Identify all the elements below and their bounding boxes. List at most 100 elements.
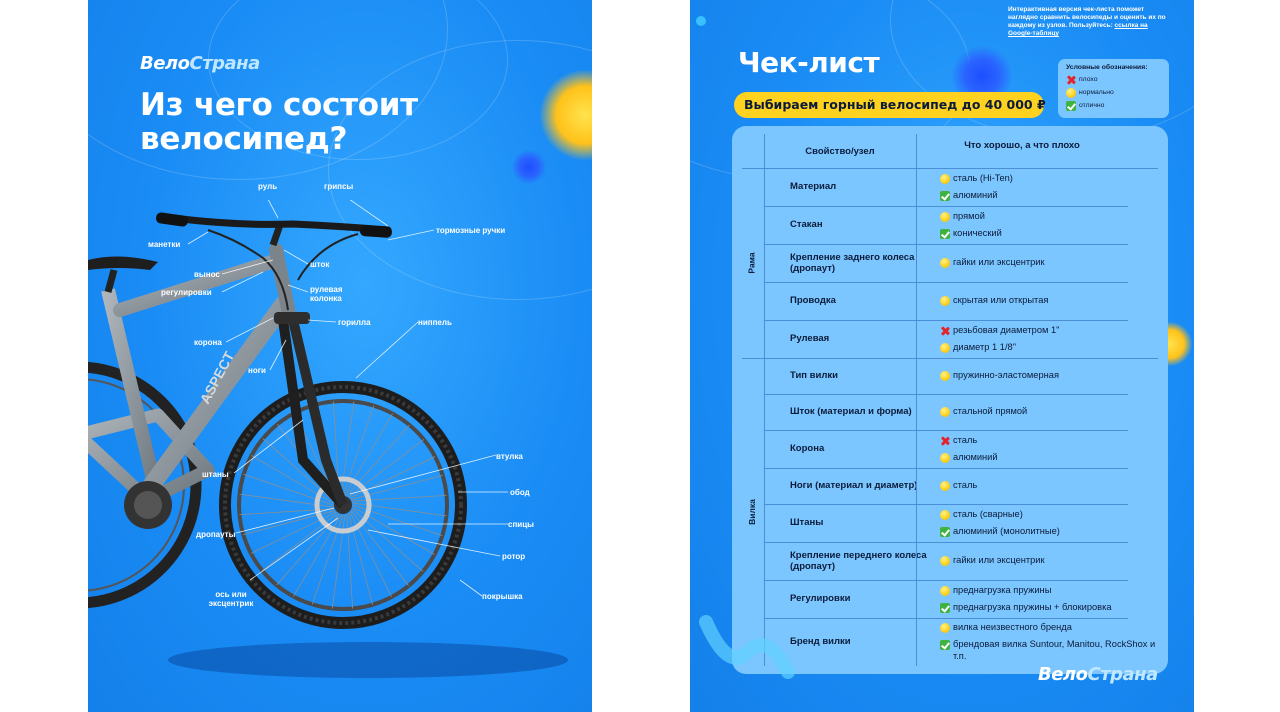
property-cell: Материал — [790, 181, 837, 193]
bike-illustration: ASPECT — [88, 200, 568, 678]
yellow-dot-icon — [940, 622, 950, 633]
label-spitsy: спицы — [508, 520, 534, 529]
label-shtok: шток — [310, 260, 330, 269]
label-obod: обод — [510, 488, 530, 497]
yellow-dot-icon — [940, 371, 950, 382]
quality-item: преднагрузка пружины — [940, 585, 1168, 597]
quality-cell: преднагрузка пружины преднагрузка пружины… — [940, 580, 1168, 618]
rotor — [314, 476, 372, 534]
bike-anatomy-page: ВелоСтрана Из чего состоит велосипед? — [88, 0, 592, 712]
yellow-dot-icon — [940, 343, 950, 353]
label-nogi: ноги — [248, 366, 266, 375]
label-rulevaya-kolonka: рулевая колонка — [310, 285, 343, 303]
check-icon — [940, 603, 950, 613]
quality-item: скрытая или открытая — [940, 295, 1168, 307]
quality-cell: скрытая или открытая — [940, 282, 1168, 320]
yellow-dot-icon — [940, 509, 950, 520]
check-icon — [1066, 101, 1076, 111]
check-icon — [940, 229, 950, 239]
label-nippel: ниппель — [418, 318, 452, 327]
yellow-dot-icon — [940, 258, 950, 269]
legend-item-good: отлично — [1066, 99, 1161, 112]
label-manetki: манетки — [148, 240, 181, 249]
property-cell: Ноги (материал и диаметр) — [790, 480, 918, 492]
property-cell: Тип вилки — [790, 370, 838, 382]
checklist-page: Интерактивная версия чек-листа поможет н… — [690, 0, 1194, 712]
label-korona: корона — [194, 338, 222, 347]
cross-icon — [940, 326, 950, 336]
property-cell: Проводка — [790, 295, 836, 307]
quality-item: алюминий (монолитные) — [940, 526, 1168, 538]
property-cell: Шток (материал и форма) — [790, 406, 912, 418]
divider — [764, 244, 1128, 245]
divider — [764, 468, 1128, 469]
quality-item: преднагрузка пружины + блокировка — [940, 602, 1168, 614]
velostrana-logo: ВелоСтрана — [140, 53, 260, 74]
label-os-ili-ekstsentrik: ось или эксцентрик — [208, 590, 254, 608]
property-cell: Бренд вилки — [790, 636, 851, 648]
quality-cell: сталь (Hi-Ten) алюминий — [940, 168, 1168, 206]
quality-item: вилка неизвестного бренда — [940, 622, 1168, 634]
divider — [742, 358, 1158, 359]
label-pokryshka: покрышка — [482, 592, 523, 601]
yellow-dot-icon — [940, 481, 950, 492]
divider — [764, 504, 1128, 505]
yellow-dot-icon — [940, 407, 950, 418]
quality-item: конический — [940, 228, 1168, 240]
quality-item: сталь (сварные) — [940, 509, 1168, 521]
divider — [764, 206, 1128, 207]
quality-item: сталь — [940, 435, 1168, 447]
yellow-dot-icon — [1066, 88, 1076, 98]
quality-item: сталь — [940, 480, 1168, 492]
yellow-dot-icon — [940, 453, 950, 463]
label-rotor: ротор — [502, 552, 526, 561]
legend: Условные обозначения: плохо нормально от… — [1058, 59, 1169, 118]
legend-item-normal: нормально — [1066, 86, 1161, 99]
quality-item: алюминий — [940, 452, 1168, 464]
label-tormoznye-ruchki: тормозные ручки — [436, 226, 506, 235]
divider — [764, 430, 1128, 431]
quality-cell: сталь (сварные) алюминий (монолитные) — [940, 504, 1168, 542]
property-cell: Регулировки — [790, 593, 851, 605]
cross-icon — [1066, 75, 1076, 85]
quality-cell: прямой конический — [940, 206, 1168, 244]
check-icon — [940, 191, 950, 201]
yellow-dot-icon — [940, 556, 950, 567]
quality-cell: пружинно-эластомерная — [940, 358, 1168, 394]
decor-blue-blob — [512, 150, 546, 184]
decor-dot — [696, 16, 706, 26]
label-vtulka: втулка — [496, 452, 523, 461]
label-rul: руль — [258, 182, 278, 191]
quality-cell: гайки или эксцентрик — [940, 244, 1168, 282]
quality-item: прямой — [940, 211, 1168, 223]
header-quality: Что хорошо, а что плохо — [964, 140, 1080, 151]
group-label: Рама — [747, 252, 758, 274]
interactive-version-note: Интерактивная версия чек-листа поможет н… — [1008, 6, 1166, 37]
check-icon — [940, 527, 950, 537]
label-shtany: штаны — [202, 470, 229, 479]
handlebar — [155, 212, 392, 311]
divider — [764, 618, 1128, 619]
property-cell: Корона — [790, 443, 825, 455]
quality-cell: сталь — [940, 468, 1168, 504]
google-sheet-link[interactable]: ссылка на Google-таблицу — [1008, 22, 1148, 37]
quality-item: гайки или эксцентрик — [940, 555, 1168, 567]
page-title: Из чего состоит велосипед? — [140, 87, 418, 157]
quality-item: диаметр 1 1/8" — [940, 342, 1168, 354]
page-title: Чек-лист — [738, 46, 880, 79]
quality-item: сталь (Hi-Ten) — [940, 173, 1168, 185]
yellow-dot-icon — [940, 585, 950, 596]
header-property: Свойство/узел — [805, 146, 875, 157]
property-cell: Крепление переднего колеса (дропаут) — [790, 549, 927, 573]
quality-cell: гайки или эксцентрик — [940, 542, 1168, 580]
label-gorilla: горилла — [338, 318, 371, 327]
quality-item: пружинно-эластомерная — [940, 370, 1168, 382]
divider — [764, 542, 1128, 543]
divider — [764, 320, 1128, 321]
quality-item: стальной прямой — [940, 406, 1168, 418]
yellow-dot-icon — [940, 211, 950, 222]
quality-cell: сталь алюминий — [940, 430, 1168, 468]
quality-cell: резьбовая диаметром 1" диаметр 1 1/8" — [940, 320, 1168, 358]
bike-frame: ASPECT — [88, 243, 348, 529]
checklist-table: Свойство/узел Что хорошо, а что плохо Рама… — [732, 126, 1168, 674]
